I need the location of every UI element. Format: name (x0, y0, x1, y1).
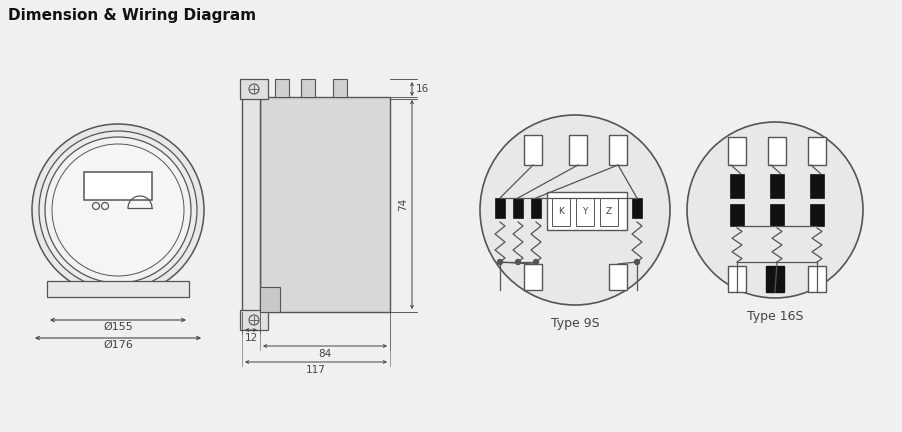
FancyBboxPatch shape (768, 137, 786, 165)
FancyBboxPatch shape (600, 198, 618, 226)
FancyBboxPatch shape (240, 310, 268, 330)
Circle shape (498, 260, 502, 264)
Circle shape (480, 115, 670, 305)
FancyBboxPatch shape (632, 198, 642, 218)
Text: 12: 12 (244, 333, 258, 343)
FancyBboxPatch shape (770, 204, 784, 226)
FancyBboxPatch shape (495, 198, 505, 218)
FancyBboxPatch shape (730, 204, 744, 226)
FancyBboxPatch shape (260, 287, 280, 312)
FancyBboxPatch shape (808, 266, 826, 292)
Text: Dimension & Wiring Diagram: Dimension & Wiring Diagram (8, 8, 256, 23)
FancyBboxPatch shape (810, 204, 824, 226)
Text: Y: Y (583, 207, 588, 216)
Circle shape (634, 260, 640, 264)
Circle shape (32, 124, 204, 296)
Text: Ø176: Ø176 (103, 340, 133, 350)
FancyBboxPatch shape (810, 174, 824, 198)
FancyBboxPatch shape (513, 198, 523, 218)
FancyBboxPatch shape (531, 198, 541, 218)
Text: Z: Z (606, 207, 612, 216)
FancyBboxPatch shape (808, 137, 826, 165)
FancyBboxPatch shape (260, 97, 390, 312)
Circle shape (45, 137, 191, 283)
Text: Type 16S: Type 16S (747, 310, 804, 323)
FancyBboxPatch shape (609, 264, 627, 290)
FancyBboxPatch shape (240, 79, 268, 99)
FancyBboxPatch shape (524, 135, 542, 165)
Circle shape (52, 144, 184, 276)
FancyBboxPatch shape (569, 135, 587, 165)
Text: 117: 117 (306, 365, 326, 375)
Circle shape (516, 260, 520, 264)
Text: Ø155: Ø155 (103, 322, 133, 332)
FancyBboxPatch shape (301, 79, 315, 97)
Text: 16: 16 (416, 84, 429, 94)
FancyBboxPatch shape (524, 264, 542, 290)
FancyBboxPatch shape (47, 281, 189, 297)
FancyBboxPatch shape (609, 135, 627, 165)
FancyBboxPatch shape (242, 97, 260, 312)
FancyBboxPatch shape (730, 174, 744, 198)
Text: Type 9S: Type 9S (551, 317, 599, 330)
Text: 84: 84 (318, 349, 332, 359)
FancyBboxPatch shape (766, 266, 784, 292)
FancyBboxPatch shape (275, 79, 289, 97)
Circle shape (533, 260, 538, 264)
FancyBboxPatch shape (333, 79, 347, 97)
FancyBboxPatch shape (728, 266, 746, 292)
Text: 74: 74 (398, 198, 408, 211)
FancyBboxPatch shape (547, 192, 627, 230)
FancyBboxPatch shape (576, 198, 594, 226)
FancyBboxPatch shape (84, 172, 152, 200)
Circle shape (687, 122, 863, 298)
Text: K: K (558, 207, 564, 216)
FancyBboxPatch shape (770, 174, 784, 198)
FancyBboxPatch shape (552, 198, 570, 226)
Circle shape (39, 131, 197, 289)
FancyBboxPatch shape (728, 137, 746, 165)
